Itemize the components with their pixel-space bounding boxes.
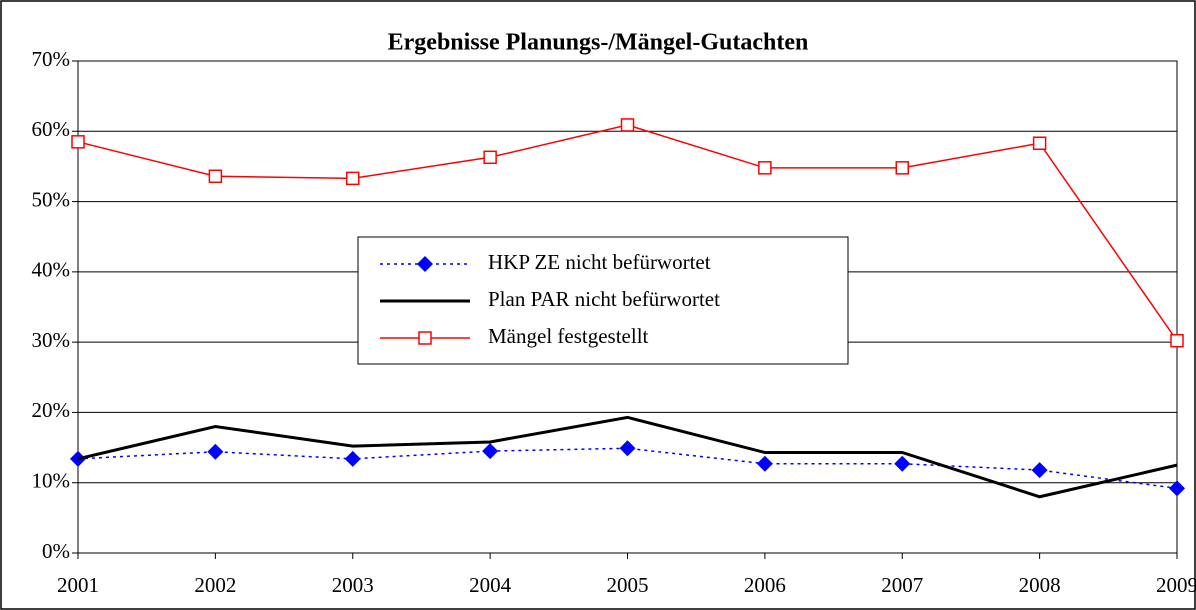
data-point xyxy=(208,169,223,184)
data-point xyxy=(895,161,909,175)
series-line xyxy=(77,447,1178,490)
data-point xyxy=(207,443,224,460)
data-point xyxy=(346,171,360,186)
x-tick-label: 2007 xyxy=(881,573,923,597)
y-tick-label: 50% xyxy=(32,187,71,211)
x-tick-label: 2002 xyxy=(194,573,236,597)
data-point xyxy=(482,443,499,460)
legend-label: Mängel festgestellt xyxy=(488,324,649,348)
y-tick-label: 40% xyxy=(32,258,71,282)
x-tick-label: 2003 xyxy=(332,573,374,597)
data-point xyxy=(1170,333,1184,348)
x-tick-label: 2008 xyxy=(1019,573,1061,597)
y-tick-label: 0% xyxy=(42,539,70,563)
x-tick-label: 2001 xyxy=(57,573,99,597)
data-point xyxy=(894,455,911,472)
data-point xyxy=(758,161,772,175)
legend-marker xyxy=(417,256,433,272)
chart-title: Ergebnisse Planungs-/Mängel-Gutachten xyxy=(388,30,809,56)
x-tick-label: 2009 xyxy=(1156,573,1196,597)
data-point xyxy=(619,440,636,457)
x-tick-label: 2005 xyxy=(607,573,649,597)
legend-label: HKP ZE nicht befürwortet xyxy=(488,250,711,274)
x-tick-label: 2006 xyxy=(744,573,786,597)
legend-label: Plan PAR nicht befürwortet xyxy=(488,287,720,311)
y-tick-label: 10% xyxy=(32,469,71,493)
data-point xyxy=(71,135,85,149)
data-point xyxy=(483,150,497,165)
series-line xyxy=(77,415,1178,499)
x-tick-label: 2004 xyxy=(469,573,512,597)
legend-marker xyxy=(418,331,432,345)
data-point xyxy=(344,450,361,467)
data-point xyxy=(1169,480,1185,497)
data-point xyxy=(1031,462,1048,479)
data-point xyxy=(1032,136,1047,150)
y-tick-label: 70% xyxy=(32,47,71,71)
y-tick-label: 30% xyxy=(32,328,71,352)
data-point xyxy=(620,118,635,132)
y-tick-label: 20% xyxy=(32,398,71,422)
y-tick-label: 60% xyxy=(32,117,71,141)
data-point xyxy=(756,455,773,472)
